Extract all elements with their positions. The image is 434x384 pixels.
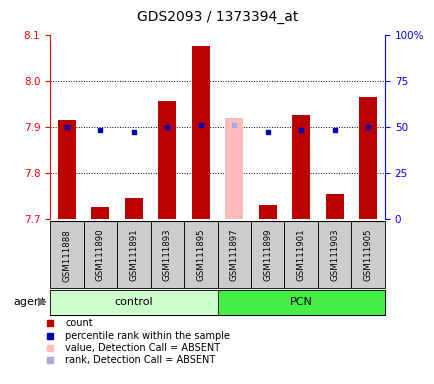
Text: ▶: ▶ <box>38 296 46 309</box>
Text: GSM111897: GSM111897 <box>229 229 238 281</box>
Bar <box>325 194 343 219</box>
Text: GSM111890: GSM111890 <box>95 229 105 281</box>
Text: GSM111899: GSM111899 <box>263 229 272 281</box>
Text: GSM111903: GSM111903 <box>329 229 339 281</box>
Bar <box>50 221 83 288</box>
Text: agent: agent <box>13 297 45 308</box>
Bar <box>57 120 76 219</box>
Bar <box>291 115 310 219</box>
Text: GSM111901: GSM111901 <box>296 229 305 281</box>
Bar <box>258 205 276 219</box>
Bar <box>184 221 217 288</box>
Bar <box>351 221 384 288</box>
Bar <box>191 46 210 219</box>
Bar <box>317 221 351 288</box>
Bar <box>150 221 184 288</box>
Text: control: control <box>114 297 153 308</box>
Text: GSM111891: GSM111891 <box>129 229 138 281</box>
Bar <box>358 97 377 219</box>
Text: value, Detection Call = ABSENT: value, Detection Call = ABSENT <box>65 343 220 353</box>
Text: GSM111888: GSM111888 <box>62 229 71 281</box>
Text: GSM111895: GSM111895 <box>196 229 205 281</box>
Bar <box>217 290 384 315</box>
Bar <box>217 221 250 288</box>
Bar <box>124 198 143 219</box>
Bar <box>91 207 109 219</box>
Bar <box>224 118 243 219</box>
Bar <box>117 221 150 288</box>
Text: GDS2093 / 1373394_at: GDS2093 / 1373394_at <box>137 10 297 23</box>
Bar <box>158 101 176 219</box>
Bar <box>50 290 217 315</box>
Text: GSM111893: GSM111893 <box>162 229 171 281</box>
Text: PCN: PCN <box>289 297 312 308</box>
Bar <box>250 221 284 288</box>
Text: rank, Detection Call = ABSENT: rank, Detection Call = ABSENT <box>65 356 215 366</box>
Text: GSM111905: GSM111905 <box>363 229 372 281</box>
Bar <box>284 221 317 288</box>
Bar <box>83 221 117 288</box>
Text: count: count <box>65 318 93 328</box>
Text: percentile rank within the sample: percentile rank within the sample <box>65 331 230 341</box>
